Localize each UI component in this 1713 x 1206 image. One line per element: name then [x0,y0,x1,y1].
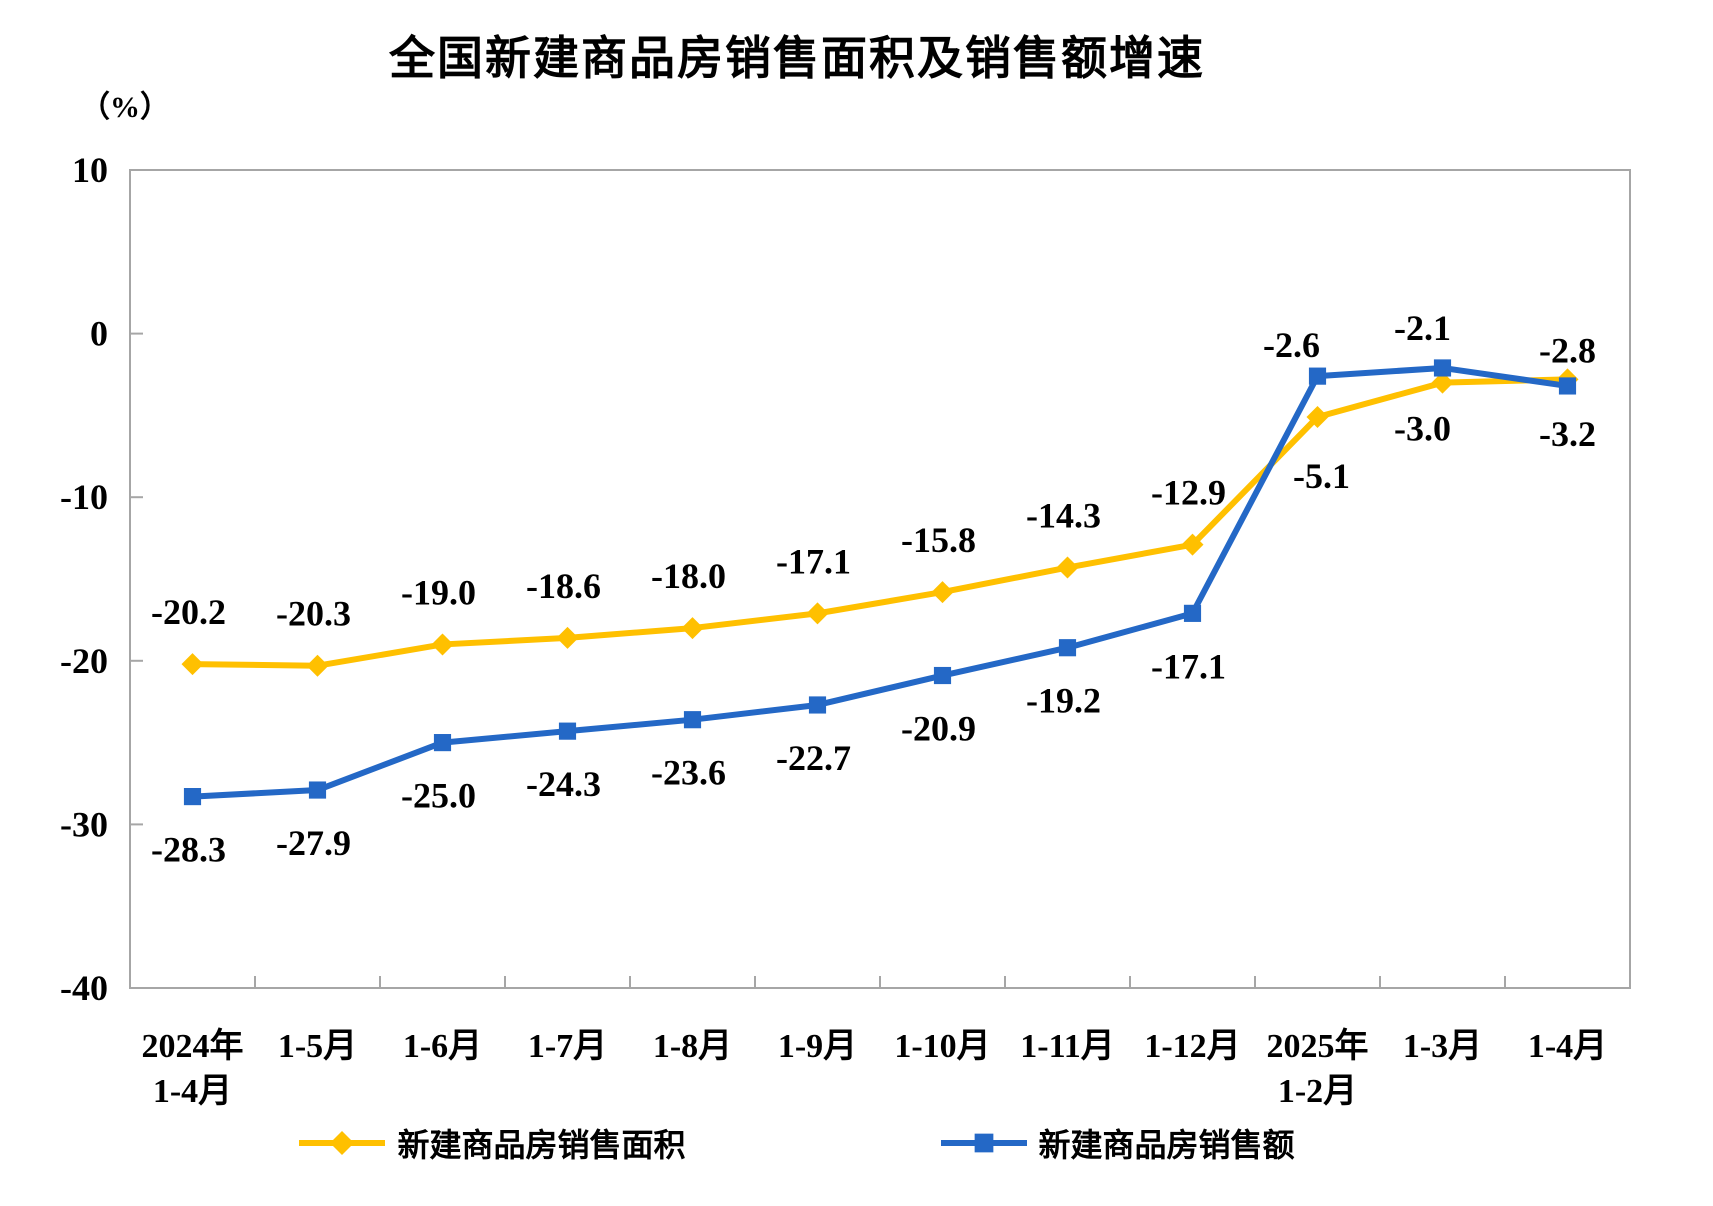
data-label: -14.3 [1026,496,1101,536]
square-marker [683,711,702,729]
x-category-label: 1-6月 [403,1028,482,1065]
data-label: -17.1 [776,541,851,581]
data-label: -20.3 [276,594,351,634]
x-category-label: 1-11月 [1020,1028,1114,1065]
square-marker [183,788,202,806]
diamond-marker [181,653,204,676]
square-marker [558,722,577,740]
square-marker [1308,367,1327,385]
x-category-label: 1-4月 [1528,1028,1607,1065]
square-marker [1433,359,1452,377]
y-tick-label: -20 [60,641,108,681]
square-marker [1058,639,1077,657]
chart-title: 全国新建商品房销售面积及销售额增速 [389,32,1205,84]
data-label: -20.9 [901,709,976,749]
data-label: -23.6 [651,753,726,793]
diamond-marker [431,633,454,656]
x-category-label: 1-9月 [778,1028,857,1065]
diamond-marker [806,602,829,625]
diamond-marker [1056,556,1079,579]
data-label: -12.9 [1151,473,1226,513]
data-label: -3.2 [1539,414,1596,454]
legend-item-sales-amount: 新建商品房销售额 [940,1120,1295,1166]
diamond-marker [330,1131,355,1155]
diamond-marker [931,581,954,604]
data-label: -3.0 [1394,409,1451,449]
x-category-label: 1-8月 [653,1028,732,1065]
data-label: -18.0 [651,556,726,596]
y-tick-label: -30 [60,804,108,844]
diamond-marker [1431,371,1454,394]
series-line-0 [192,376,1568,669]
diamond-marker [556,626,579,649]
series-line-1 [192,364,1568,800]
diamond-marker [681,617,704,640]
data-label: -24.3 [526,764,601,804]
data-label: -27.9 [276,823,351,863]
square-marker [933,666,952,685]
data-label: -20.2 [151,592,226,632]
x-category-label: 1-7月 [528,1028,607,1065]
plot-border [129,169,1631,989]
y-axis-unit-label: （%） [80,91,170,124]
data-label: -5.1 [1293,456,1350,496]
legend-item-sales-area: 新建商品房销售面积 [299,1120,686,1166]
data-label: -22.7 [776,738,851,778]
x-category-label: 2025年 1-2月 [1267,1027,1369,1110]
legend: 新建商品房销售面积 新建商品房销售额 [0,1120,1594,1166]
y-tick-label: 0 [90,314,108,354]
square-marker [308,781,327,799]
data-label: -15.8 [901,520,976,560]
sales-area-series-icon [299,1131,386,1155]
data-label: -18.6 [526,566,601,606]
x-category-label: 1-5月 [278,1028,357,1065]
data-label: -2.1 [1394,308,1451,348]
y-tick-label: 10 [72,150,108,190]
sales-amount-series-icon [940,1133,1027,1153]
square-marker [433,734,452,752]
legend-label-sales-amount: 新建商品房销售额 [1038,1127,1295,1163]
x-category-label: 1-10月 [894,1028,990,1065]
y-tick-label: -40 [60,968,108,1008]
square-marker [974,1133,993,1153]
x-category-label: 2024年 1-4月 [142,1027,244,1110]
data-label: -28.3 [151,830,226,870]
square-marker [808,696,827,714]
data-label: -19.0 [401,572,476,612]
legend-label-sales-area: 新建商品房销售面积 [397,1127,686,1163]
data-label: -2.8 [1539,330,1596,370]
square-marker [1183,604,1202,622]
x-category-label: 1-3月 [1403,1028,1482,1065]
data-label: -19.2 [1026,681,1101,721]
data-label: -25.0 [401,776,476,816]
x-category-label: 1-12月 [1144,1028,1240,1065]
square-marker [1558,377,1577,395]
diamond-marker [306,654,329,677]
data-label: -17.1 [1151,646,1226,686]
diamond-marker [1181,533,1204,556]
data-label: -2.6 [1263,325,1320,365]
diamond-marker [1306,406,1329,429]
y-tick-label: -10 [60,477,108,517]
